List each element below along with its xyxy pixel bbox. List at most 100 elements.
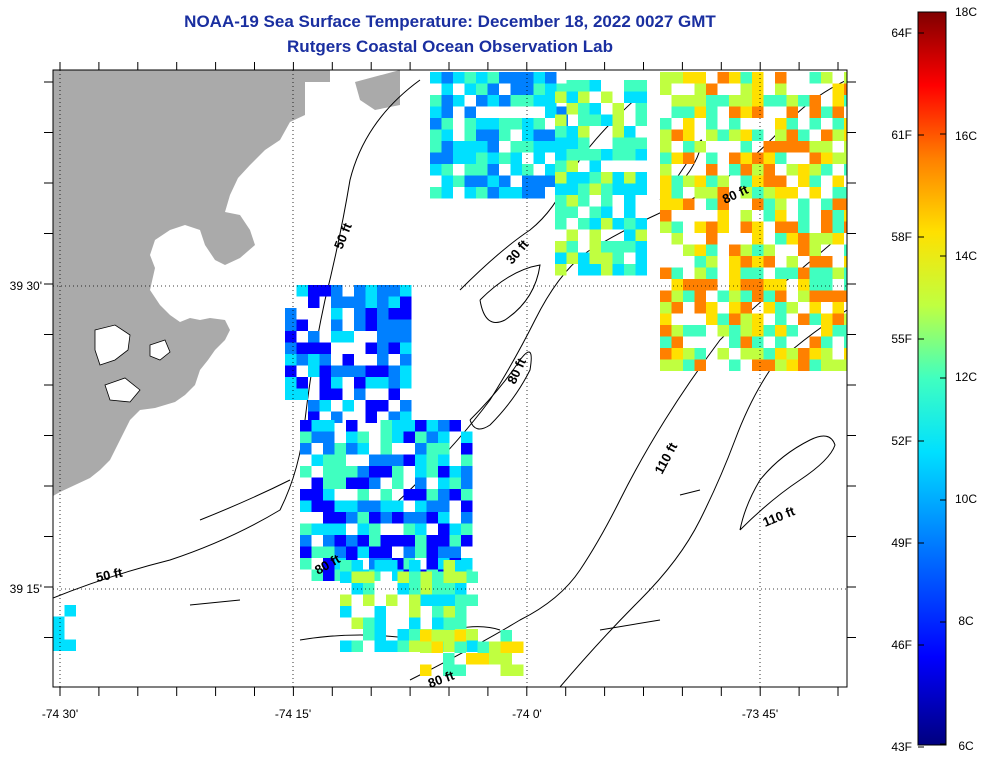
colorbar-label-f: 46F [891, 638, 912, 652]
sst-pixel [556, 106, 568, 118]
sst-pixel [844, 187, 847, 199]
sst-pixel [477, 653, 489, 665]
sst-pixel [438, 535, 450, 547]
sst-pixel [319, 354, 331, 366]
sst-pixel [354, 285, 366, 297]
sst-pixel [809, 290, 821, 302]
sst-pixel [449, 546, 461, 558]
sst-pixel [729, 325, 741, 337]
sst-pixel [717, 325, 729, 337]
sst-pixel [487, 152, 499, 164]
sst-pixel [464, 175, 476, 187]
sst-pixel [455, 594, 467, 606]
sst-pixel [466, 653, 478, 665]
sst-pixel [729, 106, 741, 118]
sst-pixel [635, 252, 647, 264]
sst-pixel [533, 129, 545, 141]
sst-pixel [775, 83, 787, 95]
sst-pixel [443, 617, 455, 629]
sst-pixel [420, 571, 432, 583]
sst-pixel [346, 500, 358, 512]
sst-pixel [706, 233, 718, 245]
sst-pixel [426, 454, 438, 466]
sst-pixel [300, 431, 312, 443]
sst-pixel [380, 420, 392, 432]
sst-pixel [346, 546, 358, 558]
sst-pixel [729, 279, 741, 291]
sst-pixel [624, 172, 636, 184]
sst-pixel [374, 560, 386, 572]
sst-pixel [694, 279, 706, 291]
sst-pixel [555, 218, 567, 230]
sst-pixel [415, 420, 427, 432]
map-frame [52, 69, 848, 688]
sst-pixel [671, 359, 683, 371]
sst-pixel [763, 187, 775, 199]
sst-pixel [566, 160, 578, 172]
sst-pixel [397, 640, 409, 652]
sst-pixel [660, 83, 672, 95]
sst-pixel [752, 279, 764, 291]
sst-pixel [346, 512, 358, 524]
sst-pixel [763, 198, 775, 210]
colorbar-label-f: 43F [891, 740, 912, 754]
sst-pixel [464, 72, 476, 84]
sst-pixel [775, 325, 787, 337]
sst-pixel [694, 348, 706, 360]
colorbar-label-f: 55F [891, 332, 912, 346]
sst-pixel [300, 535, 312, 547]
sst-pixel [798, 95, 810, 107]
sst-pixel [53, 628, 65, 640]
sst-pixel [533, 152, 545, 164]
sst-pixel [660, 290, 672, 302]
sst-pixel [415, 454, 427, 466]
sst-pixel [369, 454, 381, 466]
sst-pixel [443, 640, 455, 652]
sst-pixel [323, 489, 335, 501]
sst-pixel [466, 640, 478, 652]
sst-pixel [775, 141, 787, 153]
sst-pixel [334, 500, 346, 512]
sst-pixel [533, 72, 545, 84]
sst-pixel [285, 388, 297, 400]
sst-pixel [763, 256, 775, 268]
sst-pixel [311, 500, 323, 512]
sst-pixel [660, 221, 672, 233]
sst-pixel [388, 308, 400, 320]
sst-pixel [392, 466, 404, 478]
sst-pixel [409, 629, 421, 641]
sst-pixel [365, 319, 377, 331]
sst-pixel [380, 535, 392, 547]
sst-pixel [400, 319, 412, 331]
sst-pixel [660, 336, 672, 348]
sst-pixel [420, 664, 432, 676]
sst-pixel [296, 342, 308, 354]
sst-pixel [403, 454, 415, 466]
sst-pixel [377, 319, 389, 331]
sst-pixel [512, 664, 524, 676]
sst-pixel [388, 296, 400, 308]
sst-pixel [624, 126, 636, 138]
sst-pixel [844, 118, 847, 130]
sst-pixel [377, 377, 389, 389]
sst-pixel [489, 653, 501, 665]
sst-pixel [342, 400, 354, 412]
sst-pixel [763, 95, 775, 107]
sst-pixel [369, 466, 381, 478]
sst-pixel [296, 354, 308, 366]
sst-pixel [415, 523, 427, 535]
sst-pixel [334, 443, 346, 455]
sst-pixel [589, 80, 601, 92]
sst-pixel [660, 175, 672, 187]
sst-pixel [671, 336, 683, 348]
sst-pixel [409, 571, 421, 583]
sst-pixel [334, 535, 346, 547]
sst-pixel [717, 72, 729, 84]
sst-pixel [612, 241, 624, 253]
sst-pixel [786, 187, 798, 199]
sst-pixel [555, 264, 567, 276]
sst-pixel [763, 210, 775, 222]
sst-pixel [589, 229, 601, 241]
sst-pixel [752, 83, 764, 95]
sst-pixel [832, 129, 844, 141]
